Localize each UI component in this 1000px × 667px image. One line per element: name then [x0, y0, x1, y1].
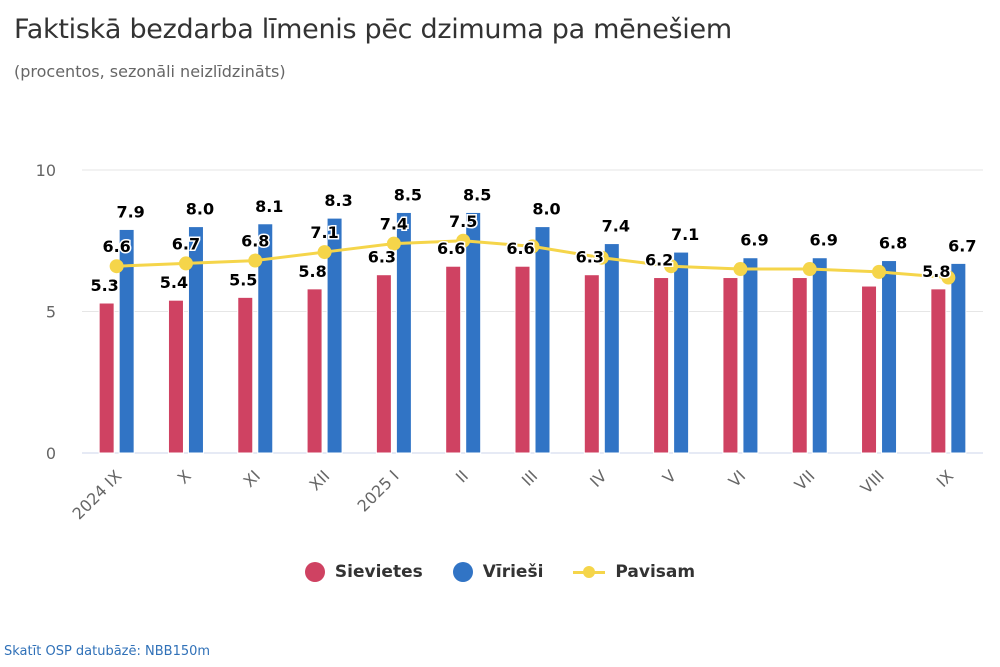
data-label-pavisam: 7.5: [449, 212, 477, 231]
point-pavisam: [525, 239, 540, 254]
bar-virieši: [673, 251, 690, 454]
circle-icon: [304, 562, 325, 582]
data-label-pavisam: 7.1: [310, 223, 338, 242]
point-pavisam: [594, 250, 609, 265]
x-tick-label: II: [452, 466, 472, 486]
chart-title: Faktiskā bezdarba līmenis pēc dzimuma pa…: [14, 14, 732, 45]
data-label-virieši: 8.5: [463, 185, 491, 204]
point-pavisam: [941, 270, 956, 285]
bar-virieši: [465, 211, 482, 454]
chart-subtitle: (procentos, sezonāli neizlīdzināts): [14, 62, 286, 81]
bar-sievietes: [306, 288, 323, 454]
bar-sievietes: [514, 265, 531, 454]
point-pavisam: [178, 256, 193, 271]
point-pavisam: [872, 264, 887, 279]
bar-sievietes: [861, 285, 878, 454]
data-label-virieši: 7.4: [602, 217, 630, 236]
data-label-virieši: 8.0: [532, 200, 560, 219]
data-label-pavisam: 6.8: [241, 232, 269, 251]
data-label-sievietes: 6.6: [437, 239, 465, 258]
y-tick-label: 10: [36, 161, 56, 180]
source-database-link[interactable]: Skatīt OSP datubāzē: NBB150m: [4, 644, 211, 659]
data-label-sievietes: 5.5: [229, 270, 257, 289]
bar-sievietes: [445, 265, 462, 454]
x-tick-label: X: [174, 466, 195, 487]
legend: Sievietes Vīrieši Pavisam: [0, 562, 1000, 582]
x-tick-label: 2025 I: [354, 466, 403, 515]
point-pavisam: [664, 259, 679, 274]
bar-sievietes: [237, 296, 254, 454]
bar-virieši: [257, 223, 274, 454]
bar-sievietes: [653, 277, 670, 454]
data-label-sievietes: 6.3: [576, 248, 604, 267]
x-tick-label: IX: [933, 466, 958, 491]
data-label-sievietes: 5.4: [160, 273, 188, 292]
legend-item-virieši[interactable]: Vīrieši: [452, 562, 544, 582]
y-tick-label: 5: [46, 303, 56, 322]
point-pavisam: [248, 253, 263, 268]
data-label-virieši: 8.3: [324, 191, 352, 210]
x-tick-label: VII: [791, 466, 819, 494]
data-label-virieši: 6.9: [740, 231, 768, 250]
legend-item-pavisam[interactable]: Pavisam: [573, 562, 695, 582]
data-label-virieši: 6.7: [948, 236, 976, 255]
x-tick-label: IV: [586, 466, 611, 491]
x-tick-label: XII: [306, 466, 334, 494]
point-pavisam: [386, 236, 401, 251]
bar-virieši: [742, 257, 759, 454]
bar-sievietes: [98, 302, 115, 454]
data-label-virieši: 8.0: [186, 200, 214, 219]
data-label-sievietes: 6.6: [506, 239, 534, 258]
point-pavisam: [802, 262, 817, 277]
data-label-virieši: 7.1: [671, 225, 699, 244]
data-label-virieši: 8.1: [255, 197, 283, 216]
x-tick-label: V: [659, 466, 680, 487]
x-tick-label: XI: [240, 466, 265, 491]
data-label-virieši: 6.9: [810, 231, 838, 250]
data-label-sievietes: 6.2: [645, 251, 673, 270]
point-pavisam: [456, 233, 471, 248]
x-tick-label: VI: [725, 466, 750, 491]
bar-virieši: [534, 226, 551, 454]
data-label-sievietes: 5.3: [90, 276, 118, 295]
bar-virieši: [811, 257, 828, 454]
line-marker-icon: [573, 562, 606, 582]
bar-virieši: [326, 217, 343, 454]
legend-label: Vīrieši: [482, 562, 544, 582]
x-tick-label: VIII: [857, 466, 888, 497]
bar-sievietes: [722, 277, 739, 454]
y-tick-label: 0: [46, 444, 56, 463]
bar-sievietes: [375, 274, 392, 454]
data-label-sievietes: 6.3: [368, 248, 396, 267]
data-label-virieši: 6.8: [879, 234, 907, 253]
data-label-sievietes: 5.8: [922, 262, 950, 281]
bar-sievietes: [167, 299, 184, 454]
data-label-pavisam: 6.7: [172, 234, 200, 253]
legend-label: Sievietes: [334, 562, 423, 582]
bar-virieši: [950, 262, 967, 454]
bar-sievietes: [791, 277, 808, 454]
data-label-pavisam: 6.6: [102, 237, 130, 256]
x-tick-label: 2024 IX: [69, 466, 126, 523]
data-label-virieši: 7.9: [116, 202, 144, 221]
bar-sievietes: [583, 274, 600, 454]
point-pavisam: [733, 262, 748, 277]
data-label-pavisam: 7.4: [380, 215, 408, 234]
legend-label: Pavisam: [615, 562, 696, 582]
bar-virieši: [118, 228, 135, 454]
chart-plot: 0 5 10 5.3 7.9 6.6 5.4 8.0 6.7 5.5 8.1 6.8 5.8 8.3 7.…: [36, 161, 983, 523]
bar-virieši: [395, 211, 412, 454]
data-label-virieši: 8.5: [394, 185, 422, 204]
data-label-sievietes: 5.8: [298, 262, 326, 281]
x-tick-label: III: [518, 466, 541, 489]
bar-virieši: [187, 226, 204, 454]
circle-icon: [452, 562, 473, 582]
bar-virieši: [603, 243, 620, 454]
point-pavisam: [317, 245, 332, 260]
legend-item-sievietes[interactable]: Sievietes: [304, 562, 423, 582]
bar-virieši: [881, 260, 898, 454]
bar-sievietes: [930, 288, 947, 454]
point-pavisam: [109, 259, 124, 274]
